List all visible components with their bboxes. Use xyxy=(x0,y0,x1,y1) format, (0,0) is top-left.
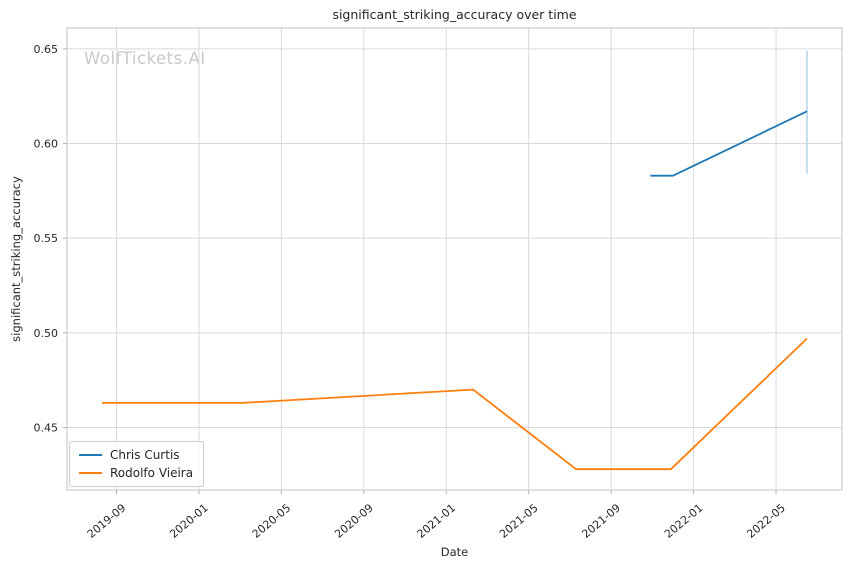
y-tick-label: 0.50 xyxy=(34,327,59,340)
x-tick-label: 2020-05 xyxy=(250,501,294,541)
x-tick-label: 2022-05 xyxy=(744,501,788,541)
y-axis-label: significant_striking_accuracy xyxy=(9,176,23,342)
y-tick-label: 0.55 xyxy=(34,232,59,245)
chart-title: significant_striking_accuracy over time xyxy=(332,7,577,22)
plot-border xyxy=(66,27,843,491)
legend-label-rodolfo-vieira: Rodolfo Vieira xyxy=(110,466,194,480)
x-tick-label: 2019-09 xyxy=(85,501,129,541)
legend-label-chris-curtis: Chris Curtis xyxy=(110,448,180,462)
legend-item-rodolfo-vieira: Rodolfo Vieira xyxy=(79,467,193,479)
x-axis-label: Date xyxy=(440,545,469,559)
series-line-rodolfo-vieira xyxy=(102,337,808,471)
x-tick-label: 2020-09 xyxy=(332,501,376,541)
legend-line-sample-orange xyxy=(79,472,102,474)
x-tick-label: 2020-01 xyxy=(167,501,211,541)
x-tick-label: 2021-01 xyxy=(415,501,459,541)
y-tick-label: 0.45 xyxy=(34,422,59,435)
legend-item-chris-curtis: Chris Curtis xyxy=(79,449,193,461)
y-tick-label: 0.65 xyxy=(34,43,59,56)
x-tick-label: 2022-01 xyxy=(662,501,706,541)
x-tick-label: 2021-05 xyxy=(497,501,541,541)
legend-line-sample-blue xyxy=(79,454,102,456)
y-tick-label: 0.60 xyxy=(34,138,59,151)
x-tick-label: 2021-09 xyxy=(580,501,624,541)
watermark: WolfTickets.AI xyxy=(84,49,206,68)
legend: Chris Curtis Rodolfo Vieira xyxy=(69,441,205,487)
series-line-chris-curtis xyxy=(650,110,808,177)
